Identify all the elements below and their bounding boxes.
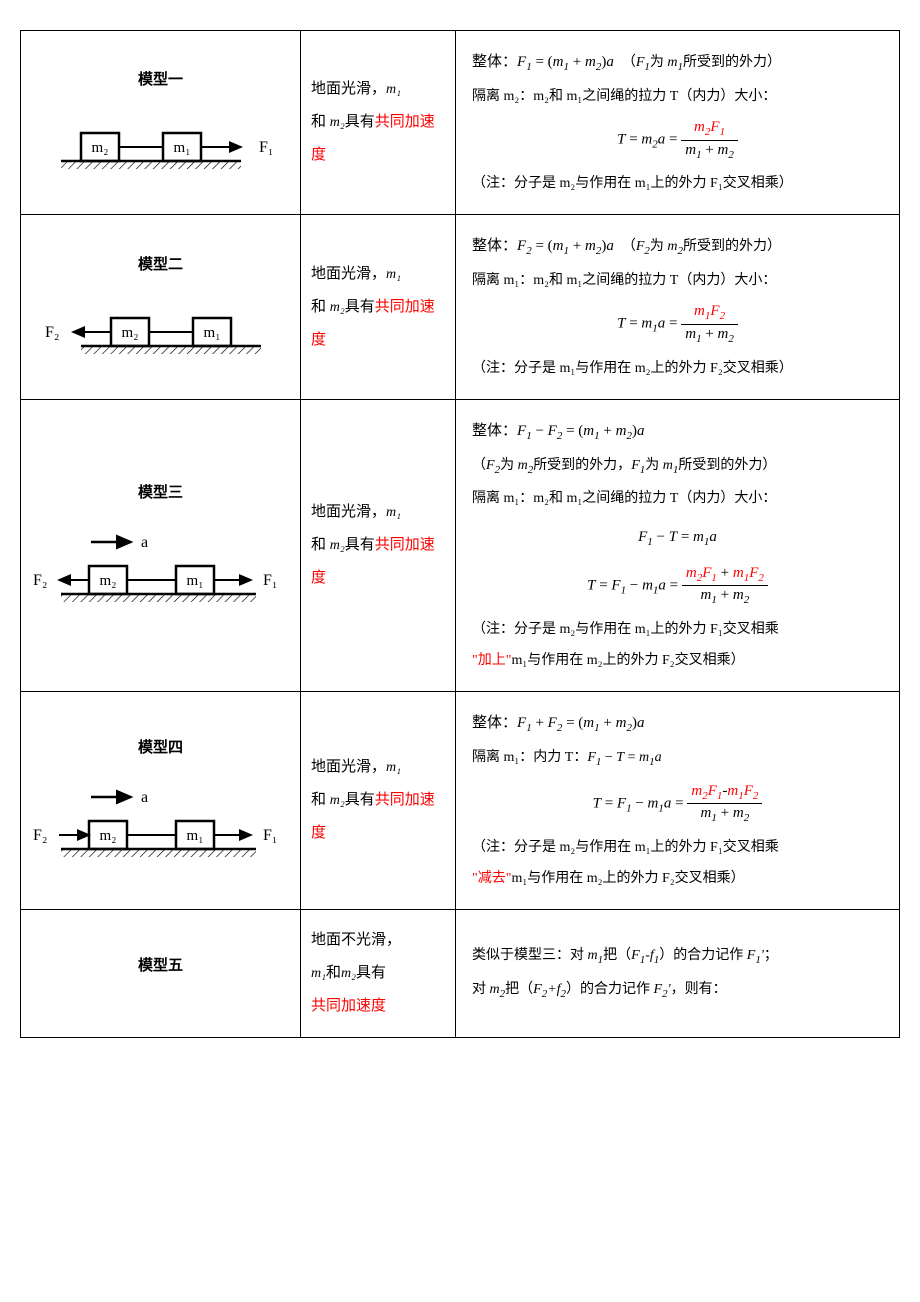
txt: 整体： [472,238,517,254]
models-table: 模型一 m₂ m₁ F₁ 地面光滑，m₁ 和 m₂具有共同加速度 整体：F1 =… [20,30,900,1038]
model-title: 模型一 [29,64,292,97]
txt: 整体： [472,54,517,70]
txt: （注：分子是 m₁与作用在 m₂上的外力 F₂交叉相乘） [472,356,883,381]
table-row: 模型二 F₂ m₂ m₁ 地面光滑，m₁ 和 m₂具有共同加速度 整体：F2 =… [21,215,900,399]
solution-cell: 整体：F1 + F2 = (m1 + m2)a 隔离 m₁：内力 T：F1 − … [456,692,900,910]
model-title: 模型三 [29,477,292,510]
txt: "减去" [472,871,511,886]
txt: 和 [311,299,326,315]
txt: 地面不光滑， [311,932,401,948]
table-row: 模型四 a F₂ m₂ m₁ F₁ 地面光滑，m₁ 和 m₂具有共同加速度 整体… [21,692,900,910]
txt: 具有 [345,537,375,553]
svg-text:F₂: F₂ [45,324,59,341]
svg-text:m₁: m₁ [203,325,220,341]
diagram-model-2: F₂ m₂ m₁ [41,296,281,366]
svg-text:m₂: m₂ [121,325,138,341]
txt: "加上" [472,653,511,668]
table-row: 模型五 地面不光滑， m₁和m₂具有 共同加速度 类似于模型三：对 m1把（F1… [21,910,900,1038]
txt: 和 [326,965,341,981]
diagram-model-4: a F₂ m₂ m₁ F₁ [31,779,291,869]
txt: 整体： [472,715,517,731]
txt: 隔离 m₁：m₂和 m₁之间绳的拉力 T（内力）大小： [472,486,883,511]
txt: m₁ [386,267,401,282]
svg-text:m₁: m₁ [173,140,190,156]
svg-text:F₁: F₁ [263,827,277,844]
diagram-model-1: m₂ m₁ F₁ [41,111,281,181]
txt: m₂ [330,300,345,315]
txt: m₂ [341,966,356,981]
model-title: 模型二 [29,249,292,282]
svg-text:m₁: m₁ [186,573,203,589]
txt: m₁ [386,505,401,520]
condition-cell: 地面光滑，m₁ 和 m₂具有共同加速度 [301,215,456,399]
txt: 地面光滑， [311,504,386,520]
txt: （注：分子是 m₂与作用在 m₁上的外力 F₁交叉相乘 [472,840,779,855]
txt: 和 [311,114,326,130]
condition-cell: 地面光滑，m₁ 和 m₂具有共同加速度 [301,692,456,910]
txt: m₁与作用在 m₂上的外力 F₂交叉相乘） [511,871,744,886]
txt: 具有 [356,965,386,981]
condition-cell: 地面不光滑， m₁和m₂具有 共同加速度 [301,910,456,1038]
svg-text:m₂: m₂ [99,573,116,589]
svg-text:m₁: m₁ [186,828,203,844]
svg-text:F₂: F₂ [33,572,47,589]
table-row: 模型一 m₂ m₁ F₁ 地面光滑，m₁ 和 m₂具有共同加速度 整体：F1 =… [21,31,900,215]
svg-text:a: a [141,789,148,806]
model-title: 模型五 [29,950,292,983]
txt: m₂ [330,793,345,808]
txt: m₁与作用在 m₂上的外力 F₂交叉相乘） [511,653,744,668]
svg-text:F₁: F₁ [263,572,277,589]
txt: 隔离 m₁：内力 T： [472,750,587,765]
txt: 地面光滑， [311,266,386,282]
solution-cell: 整体：F2 = (m1 + m2)a （F2为 m2所受到的外力） 隔离 m₁：… [456,215,900,399]
solution-cell: 整体：F1 = (m1 + m2)a （F1为 m1所受到的外力） 隔离 m₂：… [456,31,900,215]
txt: （注：分子是 m₂与作用在 m₁上的外力 F₁交叉相乘 [472,622,779,637]
svg-text:a: a [141,534,148,551]
txt: 地面光滑， [311,759,386,775]
txt: 共同加速度 [311,998,386,1014]
txt: m₁ [311,966,326,981]
txt: m₁ [386,760,401,775]
txt: （注：分子是 m₂与作用在 m₁上的外力 F₁交叉相乘） [472,171,883,196]
txt: 具有 [345,299,375,315]
condition-cell: 地面光滑，m₁ 和 m₂具有共同加速度 [301,31,456,215]
condition-cell: 地面光滑，m₁ 和 m₂具有共同加速度 [301,399,456,691]
txt: 和 [311,537,326,553]
txt: 具有 [345,114,375,130]
txt: m₁ [386,82,401,97]
txt: m₂ [330,538,345,553]
txt: 整体： [472,423,517,439]
solution-cell: 整体：F1 − F2 = (m1 + m2)a （F2为 m2所受到的外力，F1… [456,399,900,691]
diagram-model-3: a F₂ m₂ m₁ F₁ [31,524,291,614]
txt: 地面光滑， [311,81,386,97]
svg-text:F₂: F₂ [33,827,47,844]
svg-text:F₁: F₁ [259,139,273,156]
txt: 隔离 m₂：m₂和 m₁之间绳的拉力 T（内力）大小： [472,84,883,109]
svg-text:m₂: m₂ [99,828,116,844]
model-title: 模型四 [29,732,292,765]
txt: 隔离 m₁：m₂和 m₁之间绳的拉力 T（内力）大小： [472,268,883,293]
txt: 和 [311,792,326,808]
table-row: 模型三 a F₂ m₂ m₁ F₁ 地面光滑，m₁ 和 m₂具有共同加速度 整体… [21,399,900,691]
txt: m₂ [330,115,345,130]
svg-text:m₂: m₂ [91,140,108,156]
solution-cell: 类似于模型三：对 m1把（F1-f1）的合力记作 F1'； 对 m2把（F2+f… [456,910,900,1038]
txt: 具有 [345,792,375,808]
